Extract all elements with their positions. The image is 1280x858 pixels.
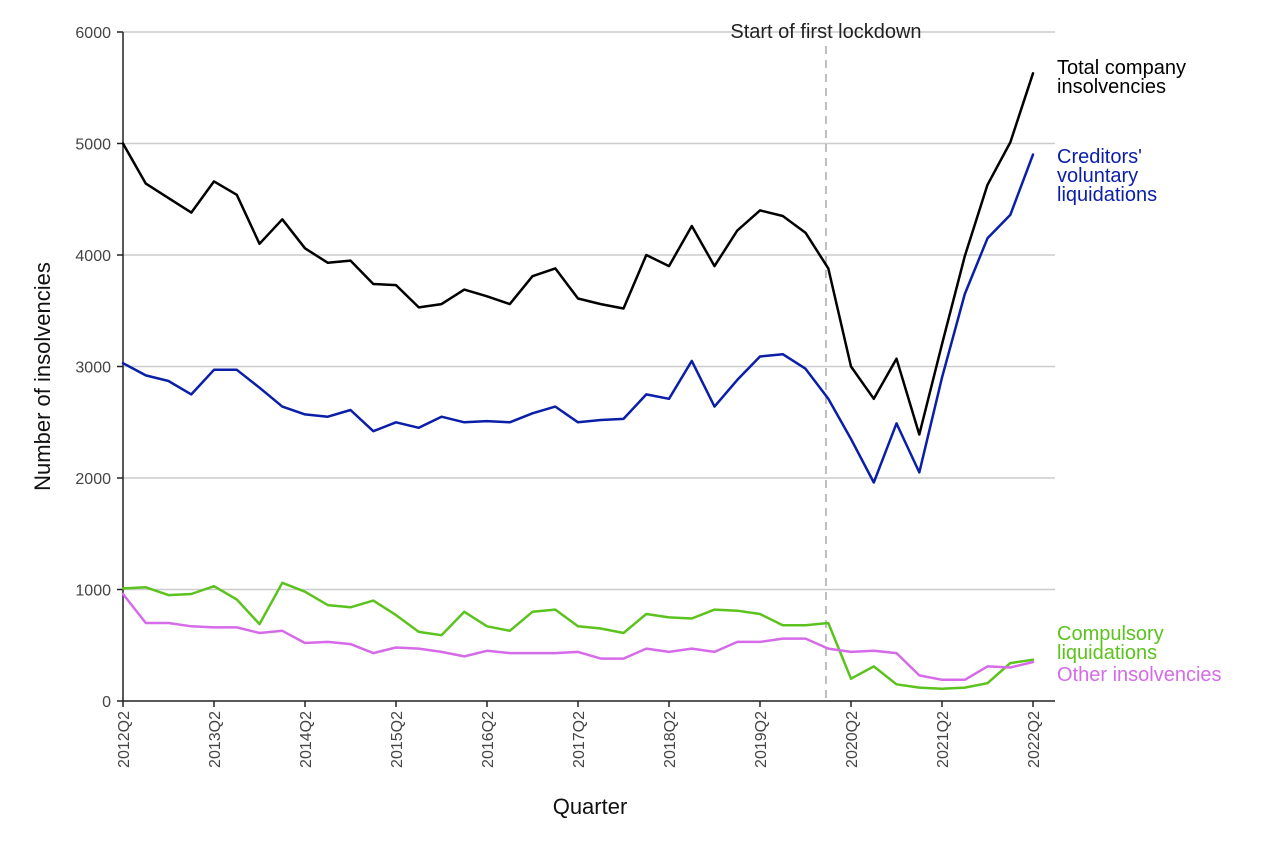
x-tick-label: 2022Q2	[1026, 711, 1043, 768]
series-line-0	[121, 72, 1035, 436]
lockdown-annotation-label: Start of first lockdown	[730, 21, 921, 43]
series-label-2: liquidations	[1057, 642, 1157, 664]
x-tick-label: 2012Q2	[116, 711, 133, 768]
series-label-1: Creditors'	[1057, 146, 1142, 168]
x-tick-label: 2021Q2	[935, 711, 952, 768]
y-tick-label: 0	[102, 694, 111, 711]
x-tick-label: 2017Q2	[571, 711, 588, 768]
lockdown-annotation: Start of first lockdown	[730, 21, 922, 701]
series-label-2: Compulsory	[1057, 623, 1164, 645]
x-tick-label: 2015Q2	[389, 711, 406, 768]
x-tick-label: 2013Q2	[207, 711, 224, 768]
series-line-1	[121, 153, 1035, 484]
series-label-1: voluntary	[1057, 165, 1138, 187]
y-tick-label: 3000	[75, 360, 111, 377]
y-tick-label: 1000	[75, 583, 111, 600]
series-lines	[121, 72, 1035, 690]
series-label-0: insolvencies	[1057, 76, 1166, 98]
series-label-0: Total company	[1057, 57, 1186, 79]
series-label-3: Other insolvencies	[1057, 664, 1222, 686]
y-tick-label: 4000	[75, 248, 111, 265]
x-tick-label: 2018Q2	[662, 711, 679, 768]
x-tick-label: 2020Q2	[844, 711, 861, 768]
y-axis-title: Number of insolvencies	[30, 262, 55, 491]
y-tick-label: 5000	[75, 137, 111, 154]
y-tick-label: 6000	[75, 25, 111, 42]
x-tick-label: 2014Q2	[298, 711, 315, 768]
axes: 0 1000 2000 3000 4000 5000 6000 2012Q2 2013Q2 201…	[75, 25, 1055, 768]
series-line-3	[121, 592, 1035, 682]
series-line-2	[121, 581, 1035, 690]
x-axis-title: Quarter	[553, 794, 628, 819]
x-tick-label: 2016Q2	[480, 711, 497, 768]
series-label-1: liquidations	[1057, 184, 1157, 206]
x-tick-label: 2019Q2	[753, 711, 770, 768]
gridlines	[123, 31, 1055, 591]
y-tick-label: 2000	[75, 471, 111, 488]
